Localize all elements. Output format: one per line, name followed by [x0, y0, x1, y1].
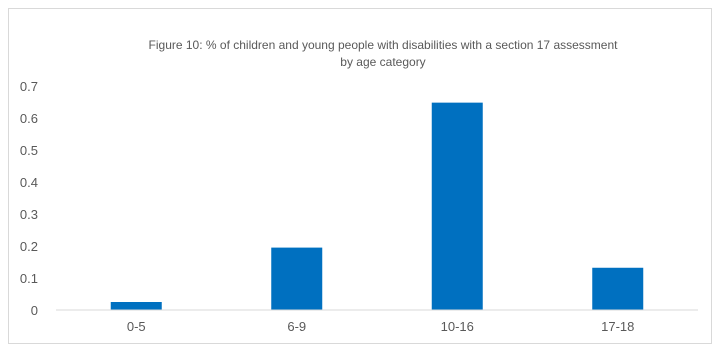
chart-title: Figure 10: % of children and young peopl… — [149, 38, 619, 69]
x-tick-label: 6-9 — [287, 319, 306, 334]
bar-10-16 — [431, 102, 483, 310]
x-tick-label: 17-18 — [601, 319, 634, 334]
y-tick-label: 0.3 — [20, 207, 38, 222]
y-tick-label: 0.6 — [20, 111, 38, 126]
bar-17-18 — [592, 267, 644, 310]
bar-0-5 — [110, 302, 162, 310]
bar-6-9 — [271, 247, 323, 310]
y-tick-label: 0.5 — [20, 143, 38, 158]
chart-title-line-1: Figure 10: % of children and young peopl… — [149, 38, 619, 52]
y-tick-label: 0.7 — [20, 79, 38, 94]
y-tick-label: 0.4 — [20, 175, 38, 190]
x-axis-tick-labels: 0-5 6-9 10-16 17-18 — [127, 319, 635, 334]
x-tick-label: 0-5 — [127, 319, 146, 334]
bar-series — [110, 102, 644, 310]
y-tick-label: 0 — [31, 303, 38, 318]
chart-title-line-2: by age category — [340, 55, 425, 69]
y-axis-tick-labels: 0 0.1 0.2 0.3 0.4 0.5 0.6 0.7 — [20, 79, 38, 318]
y-tick-label: 0.2 — [20, 239, 38, 254]
y-tick-label: 0.1 — [20, 271, 38, 286]
x-tick-label: 10-16 — [441, 319, 474, 334]
